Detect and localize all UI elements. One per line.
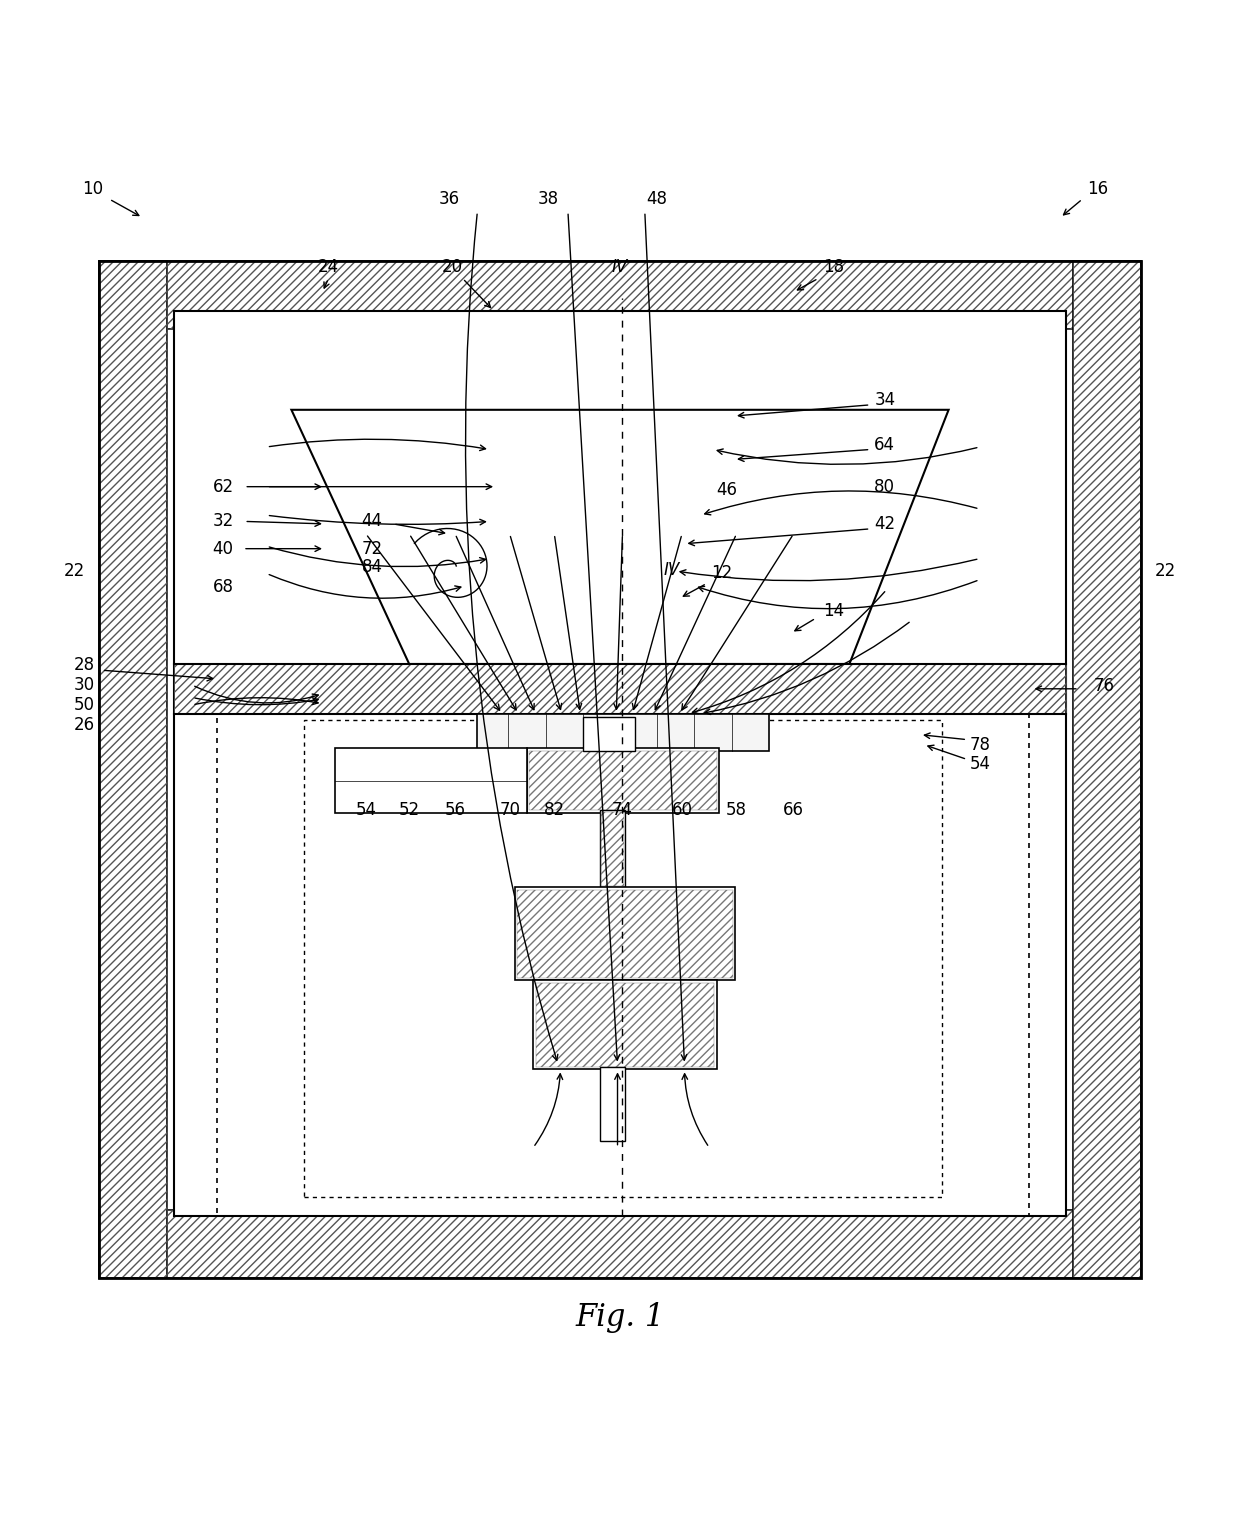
Text: 80: 80 <box>874 478 895 495</box>
Text: IV: IV <box>663 560 680 578</box>
Text: 62: 62 <box>212 478 234 495</box>
Text: 46: 46 <box>717 481 738 500</box>
Text: 14: 14 <box>822 601 844 619</box>
Text: 34: 34 <box>874 391 895 409</box>
Text: 48: 48 <box>647 189 667 207</box>
Bar <box>515 887 735 980</box>
Text: 32: 32 <box>212 512 234 530</box>
Bar <box>527 748 719 813</box>
Bar <box>533 980 717 1069</box>
Text: 28: 28 <box>73 656 95 674</box>
Text: 16: 16 <box>1086 180 1109 198</box>
Text: 64: 64 <box>874 436 895 454</box>
Text: 76: 76 <box>1094 677 1115 695</box>
Text: 22: 22 <box>63 562 86 580</box>
Bar <box>600 810 625 887</box>
Text: Fig. 1: Fig. 1 <box>575 1302 665 1332</box>
Text: 70: 70 <box>500 801 520 819</box>
Text: 44: 44 <box>362 512 382 530</box>
Text: 10: 10 <box>82 180 104 198</box>
Bar <box>174 665 1066 713</box>
Text: 24: 24 <box>317 259 340 276</box>
Text: 68: 68 <box>213 578 233 597</box>
Bar <box>99 1210 1141 1278</box>
Text: 60: 60 <box>672 801 692 819</box>
Bar <box>536 983 714 1067</box>
Text: 56: 56 <box>445 801 465 819</box>
Text: 84: 84 <box>362 559 382 577</box>
Bar <box>600 1067 625 1142</box>
Text: 78: 78 <box>970 736 991 754</box>
Text: 54: 54 <box>970 755 991 774</box>
Text: 82: 82 <box>543 801 565 819</box>
Text: 20: 20 <box>441 259 464 276</box>
Bar <box>174 310 1066 1216</box>
Bar <box>99 1210 1141 1278</box>
Text: 30: 30 <box>73 677 95 693</box>
Text: IV: IV <box>611 259 629 276</box>
Polygon shape <box>291 410 949 665</box>
Bar <box>99 260 1141 1278</box>
Text: 42: 42 <box>874 515 895 533</box>
Text: 22: 22 <box>1154 562 1177 580</box>
Bar <box>217 713 1029 1216</box>
Text: 54: 54 <box>356 801 376 819</box>
Bar <box>583 718 635 751</box>
Bar <box>1073 260 1141 1278</box>
Bar <box>529 751 717 810</box>
Bar <box>99 260 1141 329</box>
Bar <box>601 812 624 886</box>
Bar <box>99 260 167 1278</box>
Bar <box>517 890 733 978</box>
Bar <box>335 748 527 813</box>
Text: 12: 12 <box>711 565 733 583</box>
Text: 50: 50 <box>74 696 94 715</box>
Bar <box>174 665 1066 713</box>
Text: 18: 18 <box>822 259 844 276</box>
Text: 26: 26 <box>73 716 95 734</box>
Text: 40: 40 <box>213 539 233 557</box>
Text: 74: 74 <box>613 801 632 819</box>
Bar <box>304 719 942 1198</box>
Bar <box>99 260 1141 329</box>
Bar <box>99 260 167 1278</box>
Text: 38: 38 <box>537 189 559 207</box>
Bar <box>477 713 769 751</box>
Bar <box>1073 260 1141 1278</box>
Text: 52: 52 <box>398 801 420 819</box>
Text: 72: 72 <box>361 539 383 557</box>
Text: 66: 66 <box>784 801 804 819</box>
Text: 58: 58 <box>727 801 746 819</box>
Text: 36: 36 <box>438 189 460 207</box>
